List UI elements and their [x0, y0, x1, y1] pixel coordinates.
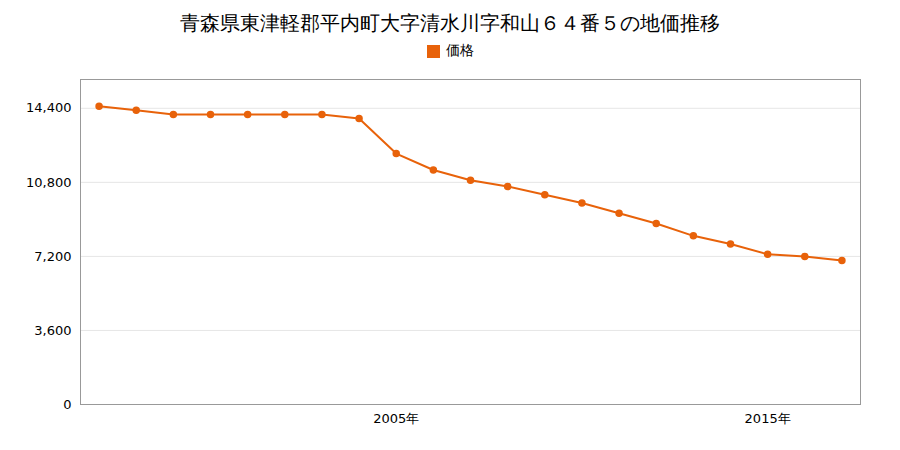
- svg-text:0: 0: [63, 397, 71, 412]
- svg-text:10,800: 10,800: [26, 175, 72, 190]
- html-text:青森県東津軽郡平内町大字清水川字和山６４番５の地価推移: 青森県東津軽郡平内町大字清水川字和山６４番５の地価推移: [180, 11, 720, 35]
- svg-text:14,400: 14,400: [26, 100, 72, 115]
- svg-text:7,200: 7,200: [34, 249, 71, 264]
- svg-text:3,600: 3,600: [34, 323, 71, 338]
- html-text:価格: 価格: [445, 42, 474, 58]
- svg-text:2015年: 2015年: [745, 411, 791, 426]
- svg-text:2005年: 2005年: [373, 411, 419, 426]
